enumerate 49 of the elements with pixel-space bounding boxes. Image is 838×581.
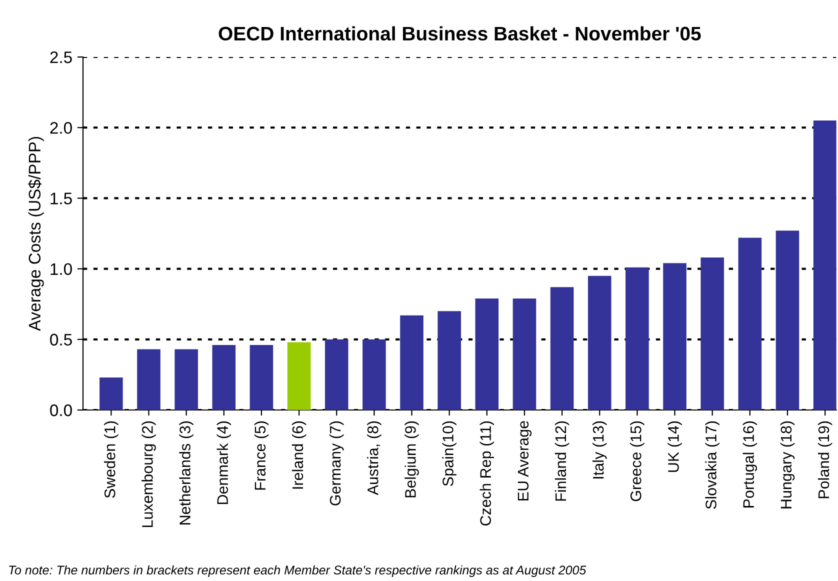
y-tick-label: 0.0	[50, 404, 72, 416]
text: To note: The numbers in brackets represent each Member State's respective rankings as at August 2005	[9, 565, 586, 577]
bar	[362, 339, 386, 410]
x-tick-label: Netherlands (3)	[179, 421, 194, 524]
bar	[287, 342, 311, 410]
x-tick-label: Hungary (18)	[780, 421, 795, 508]
bar	[700, 258, 724, 410]
x-tick-label: Italy (13)	[592, 421, 607, 478]
y-axis-title: Average Costs (US$/PPP)	[28, 136, 44, 332]
bar	[776, 230, 800, 410]
x-tick-label: Poland (19)	[818, 421, 832, 498]
y-tick-label: 2.5	[50, 51, 72, 64]
x-tick-label: Belgium (9)	[404, 421, 419, 498]
y-tick-label: 1.0	[50, 263, 72, 276]
x-tick-label: Czech Rep (11)	[480, 421, 494, 526]
x-tick-label: UK (14)	[668, 421, 682, 472]
bar	[438, 311, 461, 410]
x-tick-label: Austria, (8)	[367, 421, 382, 496]
bar	[400, 315, 424, 410]
x-tick-label: Slovakia (17)	[705, 421, 720, 509]
y-tick-label: 1.5	[50, 192, 72, 204]
bar	[550, 287, 574, 410]
x-tick-label: Greece (15)	[630, 421, 644, 502]
bar	[250, 345, 274, 410]
x-tick-label: Luxembourg (2)	[142, 421, 156, 527]
bar	[813, 120, 836, 410]
y-tick-label: 0.5	[50, 334, 72, 346]
bar	[475, 298, 499, 410]
bar	[212, 345, 236, 410]
x-tick-label: France (5)	[254, 421, 269, 490]
bar	[100, 378, 123, 410]
x-tick-label: Sweden (1)	[104, 421, 118, 498]
bar	[324, 339, 348, 410]
bar	[174, 349, 198, 410]
bar	[663, 263, 686, 410]
x-tick-label: Germany (7)	[329, 421, 344, 506]
x-tick-label: Denmark (4)	[216, 421, 232, 504]
bar	[137, 349, 160, 410]
bar	[626, 267, 649, 410]
x-tick-label: Finland (12)	[554, 421, 570, 501]
x-tick-label: Spain(10)	[442, 421, 456, 486]
bar	[738, 238, 762, 410]
bar	[588, 276, 612, 410]
bar	[512, 298, 536, 410]
y-tick-label: 2.0	[50, 122, 72, 134]
chart-title: OECD International Business Basket - November '05	[218, 26, 701, 41]
x-tick-label: EU Average	[518, 421, 532, 500]
x-tick-label: Portugal (16)	[742, 421, 758, 508]
x-tick-label: Ireland (6)	[292, 421, 306, 489]
